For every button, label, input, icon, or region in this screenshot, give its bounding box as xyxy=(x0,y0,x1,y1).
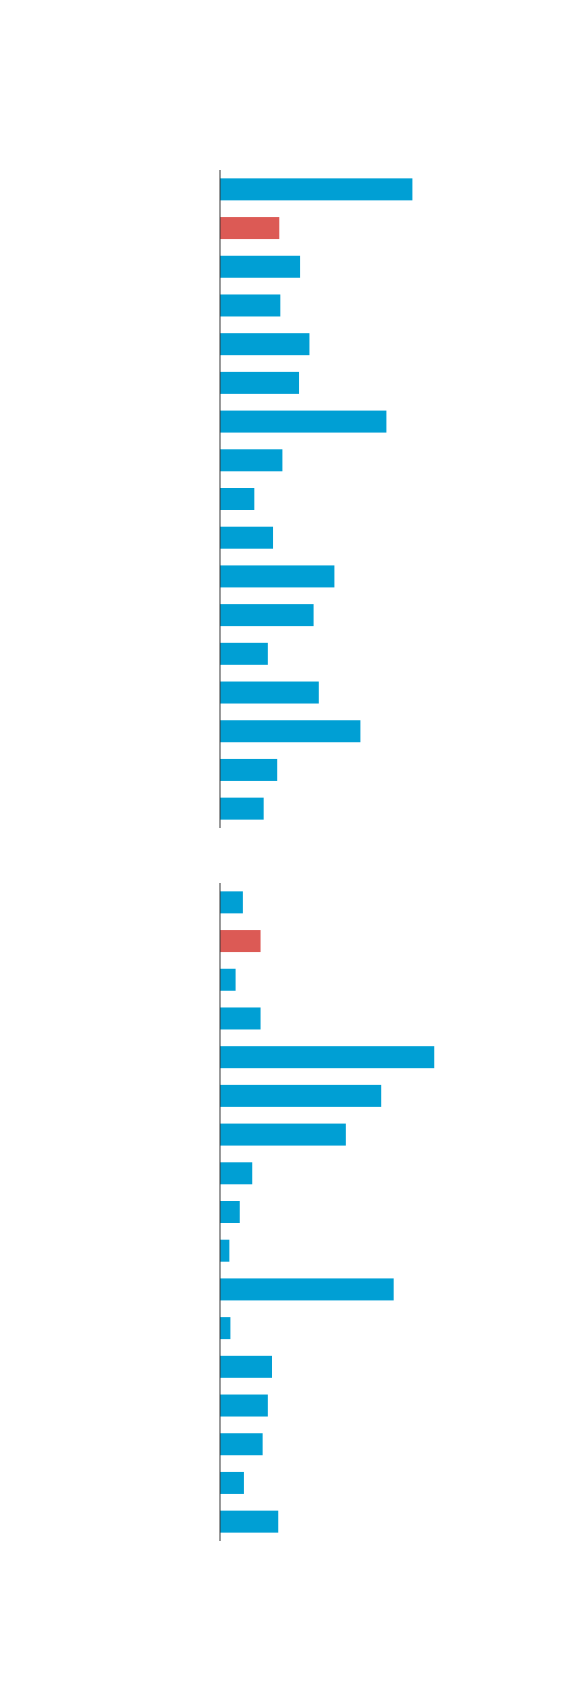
bar xyxy=(220,1162,253,1185)
bar xyxy=(220,526,274,549)
bar xyxy=(220,217,280,240)
bar xyxy=(220,758,278,781)
bar xyxy=(220,488,255,510)
bar xyxy=(220,720,361,743)
bar xyxy=(220,1317,231,1340)
bar xyxy=(220,1355,272,1378)
bar xyxy=(220,968,236,991)
bar xyxy=(220,1201,240,1223)
bar xyxy=(220,1433,263,1456)
bar xyxy=(220,410,387,433)
bar xyxy=(220,930,261,953)
bar xyxy=(220,604,314,627)
bar xyxy=(220,1007,261,1030)
bar xyxy=(220,449,283,472)
bar xyxy=(220,1278,394,1301)
bar xyxy=(220,1394,268,1417)
bar xyxy=(220,294,281,317)
bar xyxy=(220,333,310,356)
bar xyxy=(220,1123,346,1146)
bar xyxy=(220,371,300,394)
bar xyxy=(220,1471,244,1494)
bar xyxy=(220,797,264,820)
bar xyxy=(220,565,335,588)
bar xyxy=(220,1046,435,1069)
bar xyxy=(220,642,268,665)
bar xyxy=(220,255,301,278)
bar xyxy=(220,1239,230,1262)
bar xyxy=(220,1510,279,1533)
bar xyxy=(220,1084,382,1107)
bar xyxy=(220,178,413,201)
bar xyxy=(220,681,319,704)
bar xyxy=(220,891,243,914)
